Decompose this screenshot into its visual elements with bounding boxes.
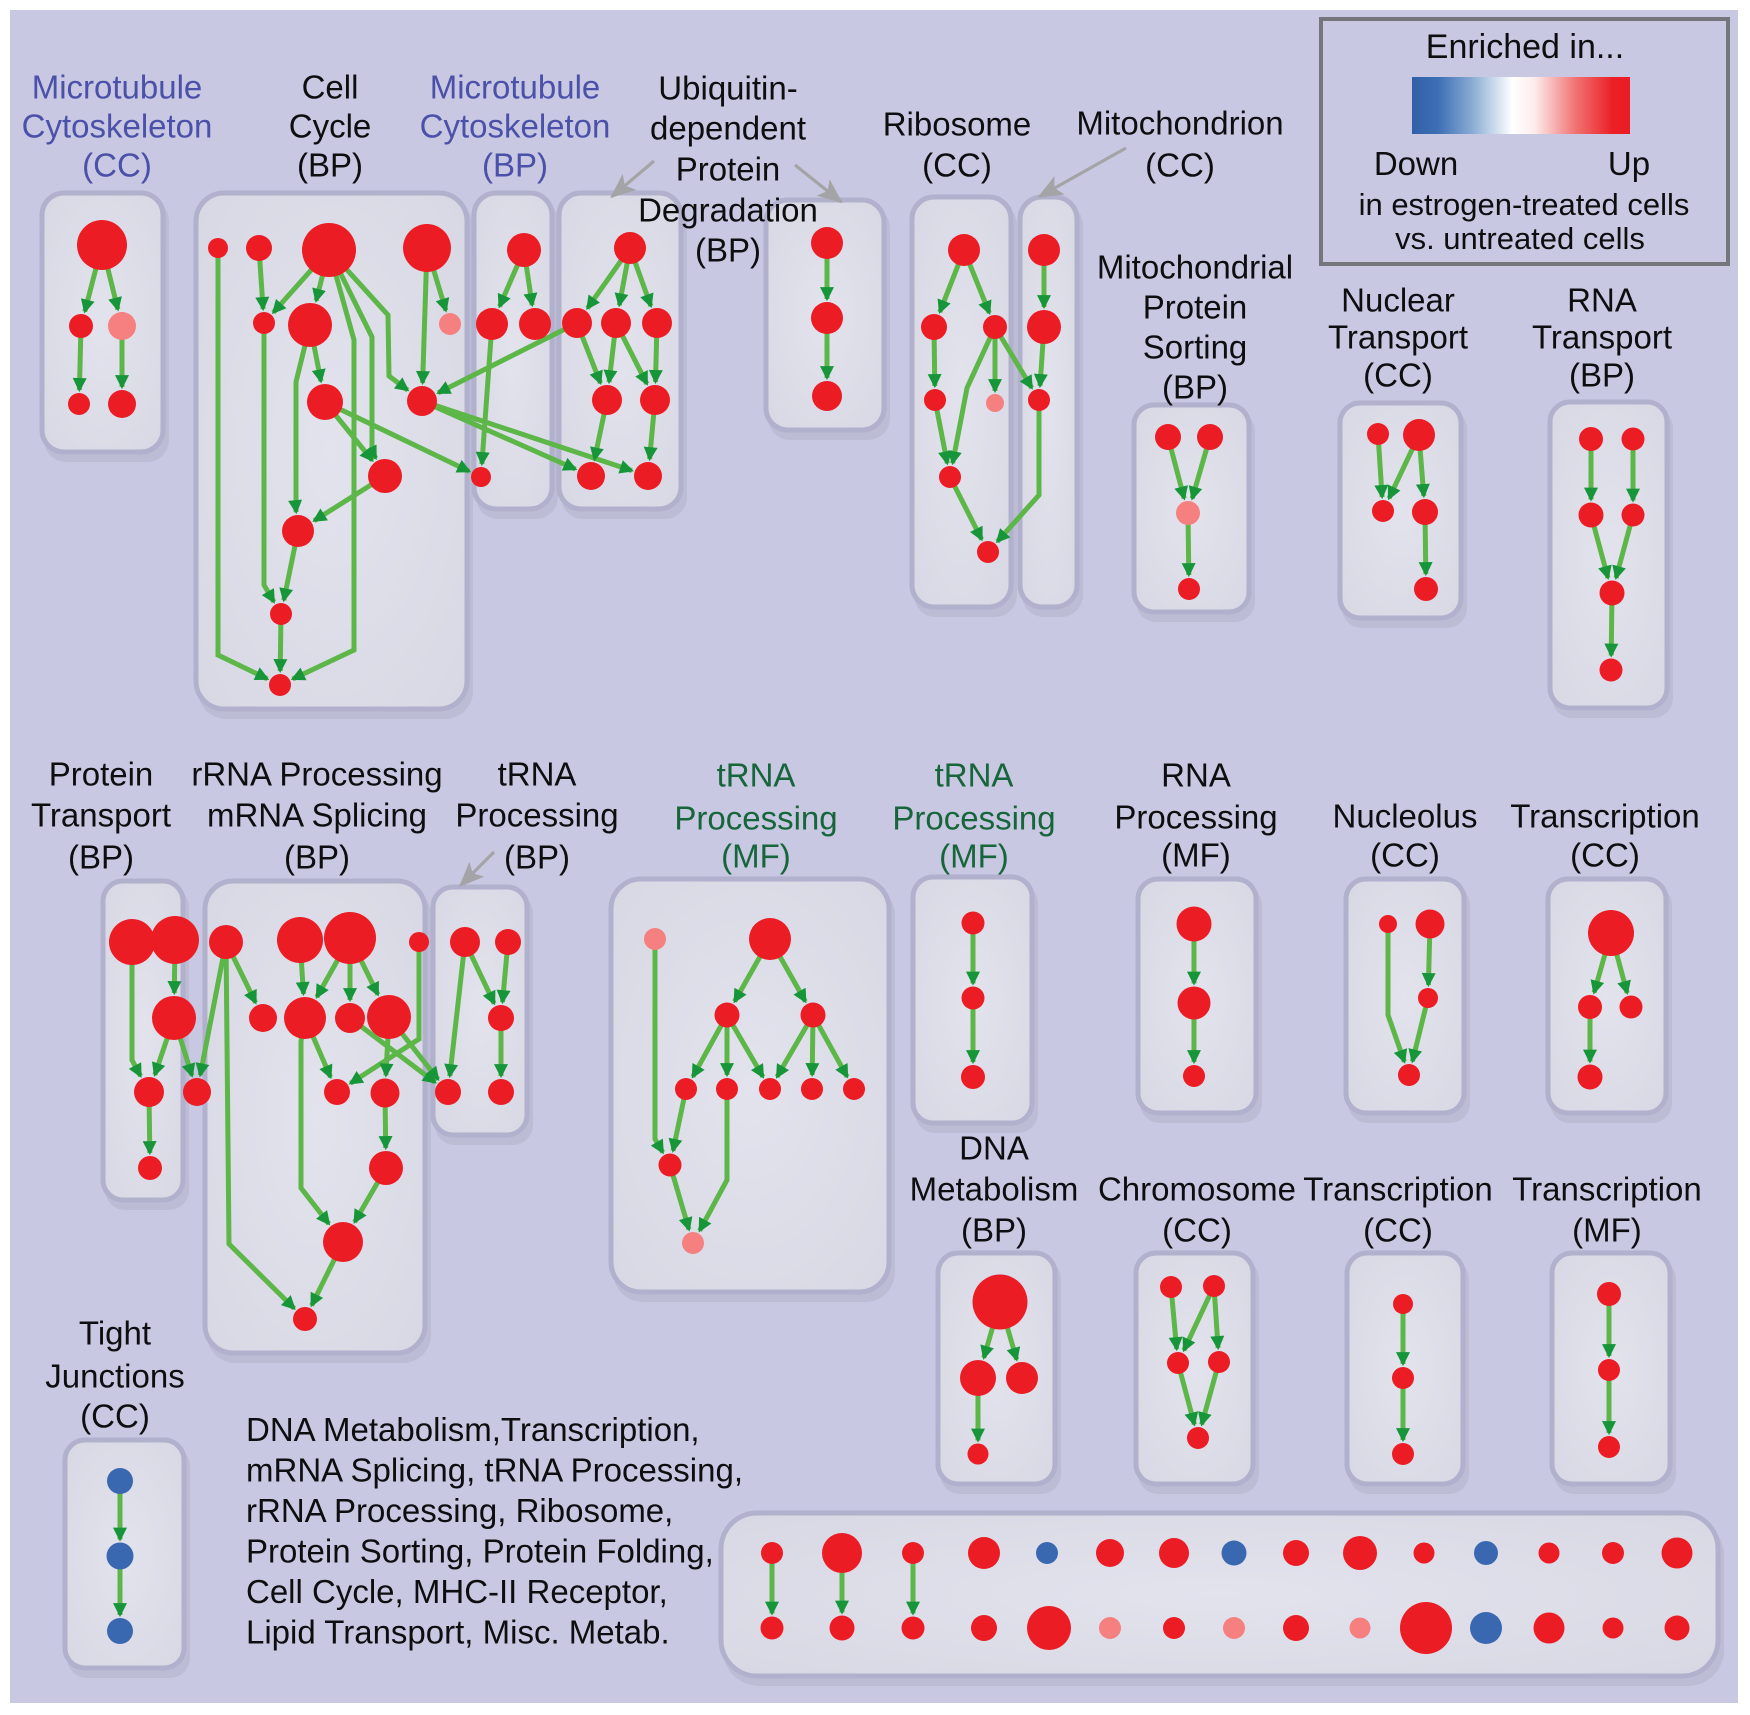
svg-text:Transcription: Transcription (1303, 1171, 1493, 1208)
svg-text:(MF): (MF) (939, 838, 1009, 875)
svg-text:Processing: Processing (892, 800, 1055, 837)
svg-text:Tight: Tight (79, 1315, 151, 1352)
svg-text:(BP): (BP) (1162, 369, 1228, 406)
svg-text:vs. untreated cells: vs. untreated cells (1395, 221, 1645, 256)
svg-text:(BP): (BP) (504, 839, 570, 876)
svg-text:(CC): (CC) (1570, 837, 1640, 874)
svg-text:RNA: RNA (1161, 757, 1231, 794)
svg-text:Enriched in...: Enriched in... (1426, 28, 1624, 66)
svg-text:Down: Down (1374, 145, 1458, 182)
svg-text:Transport: Transport (31, 797, 171, 834)
svg-text:Processing: Processing (1114, 799, 1277, 836)
svg-text:Mitochondrion: Mitochondrion (1076, 105, 1283, 142)
svg-text:DNA: DNA (959, 1130, 1029, 1167)
svg-text:tRNA: tRNA (498, 756, 577, 793)
svg-text:Metabolism: Metabolism (910, 1171, 1079, 1208)
svg-text:Transcription: Transcription (1510, 798, 1700, 835)
svg-text:Processing: Processing (674, 800, 837, 837)
svg-text:Cell Cycle, MHC-II Receptor,: Cell Cycle, MHC-II Receptor, (246, 1573, 668, 1610)
svg-text:(CC): (CC) (1145, 147, 1215, 184)
svg-text:(CC): (CC) (1363, 1212, 1433, 1249)
svg-text:Microtubule: Microtubule (430, 69, 601, 106)
svg-text:Cytoskeleton: Cytoskeleton (420, 108, 611, 145)
svg-text:Junctions: Junctions (45, 1358, 184, 1395)
svg-text:Protein: Protein (676, 151, 781, 188)
svg-text:(MF): (MF) (721, 838, 791, 875)
svg-text:(BP): (BP) (284, 839, 350, 876)
svg-text:(BP): (BP) (961, 1212, 1027, 1249)
svg-text:DNA Metabolism,Transcription,: DNA Metabolism,Transcription, (246, 1411, 700, 1448)
svg-text:(CC): (CC) (922, 147, 992, 184)
svg-text:mRNA Splicing, tRNA Processing: mRNA Splicing, tRNA Processing, (246, 1452, 743, 1489)
svg-text:Up: Up (1608, 145, 1650, 182)
svg-text:(BP): (BP) (297, 147, 363, 184)
svg-text:Nuclear: Nuclear (1341, 282, 1455, 319)
svg-text:Mitochondrial: Mitochondrial (1097, 249, 1293, 286)
svg-text:rRNA Processing, Ribosome,: rRNA Processing, Ribosome, (246, 1492, 673, 1529)
svg-text:(CC): (CC) (80, 1398, 150, 1435)
svg-text:tRNA: tRNA (935, 757, 1014, 794)
svg-text:Cytoskeleton: Cytoskeleton (22, 108, 213, 145)
svg-text:Cell: Cell (302, 69, 359, 106)
svg-text:(MF): (MF) (1161, 837, 1231, 874)
svg-text:rRNA Processing: rRNA Processing (191, 756, 442, 793)
svg-text:tRNA: tRNA (717, 757, 796, 794)
svg-text:(MF): (MF) (1572, 1212, 1642, 1249)
svg-text:(BP): (BP) (695, 232, 761, 269)
svg-text:(CC): (CC) (1162, 1212, 1232, 1249)
svg-text:Ribosome: Ribosome (883, 106, 1032, 143)
svg-text:(BP): (BP) (482, 147, 548, 184)
svg-text:(BP): (BP) (68, 839, 134, 876)
svg-text:Processing: Processing (455, 797, 618, 834)
svg-text:Cycle: Cycle (289, 108, 372, 145)
svg-text:Sorting: Sorting (1143, 329, 1248, 366)
svg-text:Lipid Transport, Misc. Metab.: Lipid Transport, Misc. Metab. (246, 1614, 670, 1651)
svg-text:Protein Sorting, Protein Foldi: Protein Sorting, Protein Folding, (246, 1533, 714, 1570)
svg-text:(CC): (CC) (1370, 837, 1440, 874)
svg-text:dependent: dependent (650, 110, 806, 147)
svg-text:Transport: Transport (1328, 319, 1468, 356)
svg-text:(CC): (CC) (1363, 357, 1433, 394)
svg-text:Transcription: Transcription (1512, 1171, 1702, 1208)
svg-text:Protein: Protein (1143, 289, 1248, 326)
svg-text:mRNA Splicing: mRNA Splicing (207, 797, 427, 834)
svg-text:Microtubule: Microtubule (32, 69, 203, 106)
svg-text:Chromosome: Chromosome (1098, 1171, 1296, 1208)
svg-text:Nucleolus: Nucleolus (1333, 798, 1478, 835)
svg-text:(BP): (BP) (1569, 357, 1635, 394)
svg-text:Transport: Transport (1532, 319, 1672, 356)
svg-text:Degradation: Degradation (638, 192, 818, 229)
svg-text:(CC): (CC) (82, 147, 152, 184)
svg-text:Protein: Protein (49, 756, 154, 793)
svg-text:in estrogen-treated cells: in estrogen-treated cells (1359, 187, 1690, 222)
svg-text:Ubiquitin-: Ubiquitin- (658, 70, 797, 107)
svg-text:RNA: RNA (1567, 282, 1637, 319)
